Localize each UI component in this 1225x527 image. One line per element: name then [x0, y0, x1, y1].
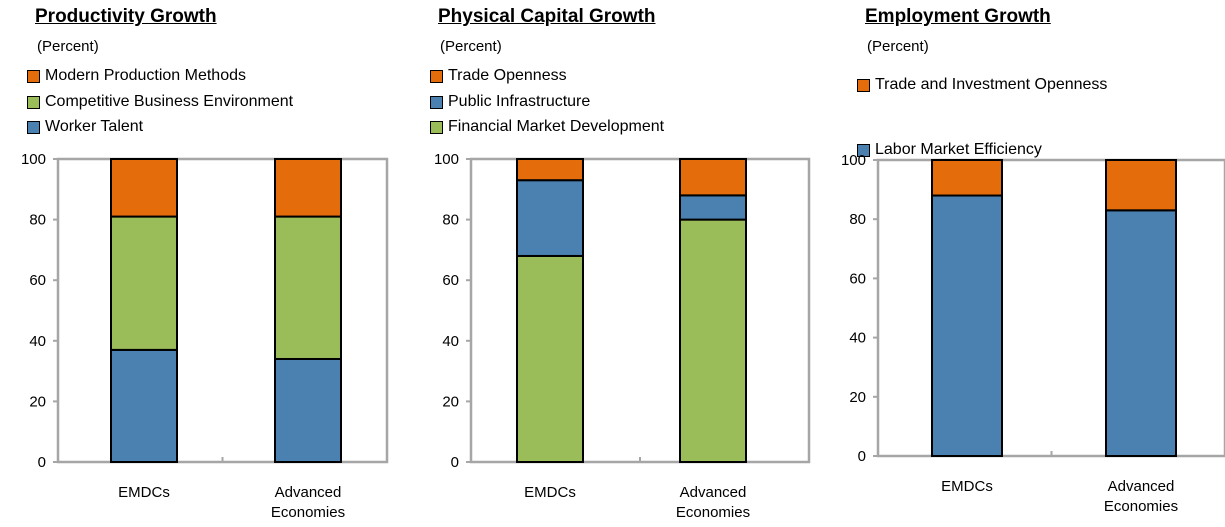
bar-segment	[274, 357, 342, 464]
x-category-label: Economies	[676, 504, 750, 521]
bar-segment	[679, 194, 747, 221]
bar-segment	[110, 348, 178, 464]
y-tick-label: 80	[29, 212, 46, 229]
chart-title: Productivity Growth	[35, 6, 217, 27]
y-tick-label: 60	[442, 272, 459, 289]
legend-label: Trade Openness	[448, 67, 567, 84]
y-tick-label: 40	[849, 330, 866, 347]
y-tick-label: 80	[849, 211, 866, 228]
bar-segment	[931, 159, 1003, 197]
legend-swatch	[27, 95, 40, 109]
chart-subtitle: (Percent)	[37, 38, 99, 55]
bar-segment	[110, 158, 178, 218]
bar-segment	[931, 194, 1003, 458]
legend-item: Modern Production Methods	[27, 67, 246, 85]
chart-title: Physical Capital Growth	[438, 6, 656, 27]
legend-item: Financial Market Development	[430, 118, 664, 136]
chart-plot: 0 20 40 60 80 100 EMDCs Advanced Economies	[21, 151, 389, 521]
y-tick-label: 100	[21, 151, 46, 168]
x-category-label: EMDCs	[941, 478, 993, 495]
x-category-label: Advanced	[680, 484, 747, 501]
physical-capital-growth-panel: Physical Capital Growth (Percent) Trade Op…	[410, 0, 811, 527]
legend-item: Public Infrastructure	[430, 93, 590, 111]
bar-segment	[274, 215, 342, 360]
legend-label: Modern Production Methods	[45, 67, 246, 84]
bar-segment	[110, 215, 178, 351]
legend-swatch	[857, 143, 870, 157]
bar-segment	[516, 158, 584, 182]
legend-swatch	[430, 120, 443, 134]
bar-segment	[274, 158, 342, 218]
x-category-label: Advanced	[1108, 478, 1175, 495]
y-tick-label: 60	[849, 270, 866, 287]
y-tick-label: 0	[858, 448, 866, 465]
x-category-label: Economies	[1104, 498, 1178, 515]
chart-subtitle: (Percent)	[867, 38, 929, 55]
y-tick-label: 0	[38, 454, 46, 471]
legend-swatch	[857, 78, 870, 92]
y-tick-label: 60	[29, 272, 46, 289]
legend-label: Trade and Investment Openness	[875, 76, 1108, 93]
legend-label: Competitive Business Environment	[45, 93, 294, 110]
legend-label: Labor Market Efficiency	[875, 141, 1042, 158]
legend-swatch	[27, 69, 40, 83]
legend-swatch	[430, 95, 443, 109]
legend-item: Labor Market Efficiency	[857, 141, 1042, 159]
legend-item: Competitive Business Environment	[27, 93, 293, 111]
chart-plot: 0 20 40 60 80 100 EMDCs Advanced Economies	[434, 151, 811, 521]
legend-label: Financial Market Development	[448, 118, 665, 135]
y-tick-label: 20	[849, 389, 866, 406]
x-category-label: EMDCs	[118, 484, 170, 501]
chart-title: Employment Growth	[865, 6, 1051, 27]
bar-segment	[516, 254, 584, 463]
y-tick-label: 0	[451, 454, 459, 471]
x-category-label: EMDCs	[524, 484, 576, 501]
legend-swatch	[430, 69, 443, 83]
employment-growth-panel: Employment Growth (Percent) Trade and Inve…	[825, 0, 1225, 527]
bar-segment	[679, 218, 747, 463]
legend-label: Public Infrastructure	[448, 93, 591, 110]
y-tick-label: 20	[29, 393, 46, 410]
x-category-label: Economies	[271, 504, 345, 521]
legend-item: Trade and Investment Openness	[857, 76, 1107, 94]
legend-label: Worker Talent	[45, 118, 144, 135]
bar-segment	[516, 179, 584, 257]
bar-segment	[679, 158, 747, 197]
productivity-growth-panel: Productivity Growth (Percent) Modern Produ…	[0, 0, 400, 527]
chart-subtitle: (Percent)	[440, 38, 502, 55]
legend-item: Trade Openness	[430, 67, 567, 85]
y-tick-label: 100	[841, 152, 866, 169]
x-category-label: Advanced	[275, 484, 342, 501]
y-tick-label: 100	[434, 151, 459, 168]
y-tick-label: 20	[442, 393, 459, 410]
bar-segment	[1105, 209, 1177, 457]
legend-item: Worker Talent	[27, 118, 143, 136]
bar-segment	[1105, 159, 1177, 212]
legend-swatch	[27, 120, 40, 134]
chart-plot: 0 20 40 60 80 100 EMDCs Advanced Economies	[841, 152, 1225, 515]
y-tick-label: 40	[442, 333, 459, 350]
y-tick-label: 40	[29, 333, 46, 350]
y-tick-label: 80	[442, 212, 459, 229]
